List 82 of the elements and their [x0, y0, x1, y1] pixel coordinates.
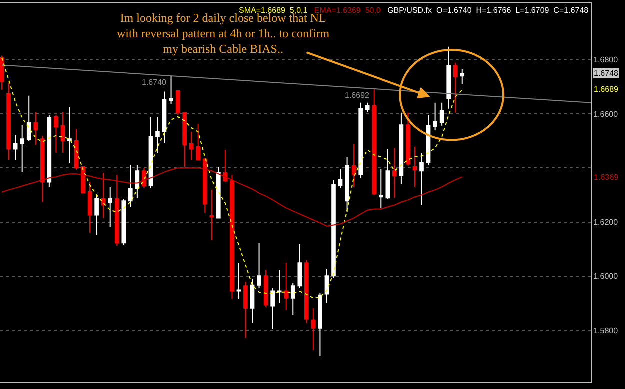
line-series [2, 168, 463, 227]
y-tick-label: 1.6800 [594, 56, 619, 65]
text: EMA=1.6369 50,0 [314, 6, 382, 15]
candlestick [406, 112, 410, 166]
annotation: 1.6740 [142, 78, 168, 87]
text: SMA=1.6689 5,0,1 [239, 6, 308, 15]
candlestick [358, 102, 363, 179]
candlestick [332, 180, 336, 279]
candlestick [108, 186, 113, 228]
text: 1.6748 [594, 69, 620, 78]
candlestick [88, 182, 92, 234]
candlestick [68, 106, 72, 164]
candlestick [148, 116, 154, 189]
candlestick [210, 190, 214, 241]
candlestick [345, 156, 350, 212]
candlestick [372, 88, 377, 196]
candlestick [386, 148, 390, 200]
candlestick [365, 102, 370, 113]
candlestick [26, 95, 32, 142]
y-tick-label: 1.5800 [594, 326, 619, 336]
candlestick [298, 244, 302, 289]
y-tick-label: 1.6000 [594, 272, 619, 282]
candlestick [324, 268, 330, 304]
candlestick [446, 46, 451, 110]
candlestick [392, 148, 397, 199]
text: 1.6369 [594, 173, 620, 182]
candlestick [378, 168, 384, 209]
candlestick [453, 62, 458, 114]
annotation: 1.6692 [345, 91, 370, 100]
candlestick [223, 150, 228, 183]
candlestick [60, 112, 66, 154]
candlestick [440, 102, 444, 126]
candlestick [264, 270, 268, 308]
candlestick [412, 146, 418, 188]
candlestick [304, 260, 309, 324]
candlestick [250, 278, 255, 324]
y-tick-label: 1.6600 [594, 110, 619, 119]
candlestick [236, 262, 242, 300]
y-tick-label: 1.6200 [594, 218, 619, 228]
candlestick [122, 198, 126, 246]
candlestick [40, 135, 45, 203]
candlestick [169, 76, 174, 104]
candlestick [311, 308, 316, 351]
annotation: GBP/USD.fx O=1.6740 H=1.6766 L=1.6709 C=1.6748 [388, 6, 590, 15]
candlestick [6, 82, 11, 161]
candlestick [433, 102, 438, 130]
candlestick [318, 292, 322, 357]
candlestick [352, 144, 356, 188]
candlestick [176, 90, 180, 116]
candlestick [257, 242, 262, 289]
line-series [2, 57, 463, 299]
candlestick [156, 116, 160, 154]
candlestick [216, 166, 221, 219]
candlestick [182, 112, 187, 168]
candlestick [101, 172, 106, 219]
candlestick [277, 270, 282, 304]
candlestick [420, 152, 424, 206]
candlestick [460, 68, 465, 85]
text: 1.6689 [594, 85, 620, 94]
candlestick [338, 168, 343, 189]
candlestick [270, 288, 275, 330]
candlestick [81, 166, 86, 194]
candlestick [0, 55, 4, 90]
candlestick [244, 282, 248, 339]
candlestick [290, 282, 296, 316]
candlestick [196, 124, 201, 161]
candlestick [114, 174, 120, 247]
candlestick [13, 134, 18, 161]
candlestick [74, 128, 79, 171]
candlestick [399, 112, 404, 185]
candlestick [47, 114, 52, 188]
candlestick [230, 174, 234, 300]
candlestick [284, 262, 289, 311]
candlestick [128, 164, 133, 208]
candlestick [94, 194, 99, 236]
candlestick [162, 91, 167, 144]
candlestick [189, 131, 194, 161]
candlestick [202, 158, 208, 214]
candlestick [34, 112, 38, 146]
candlestick [20, 124, 24, 173]
candlestick [54, 114, 58, 154]
candlestick [135, 164, 140, 199]
